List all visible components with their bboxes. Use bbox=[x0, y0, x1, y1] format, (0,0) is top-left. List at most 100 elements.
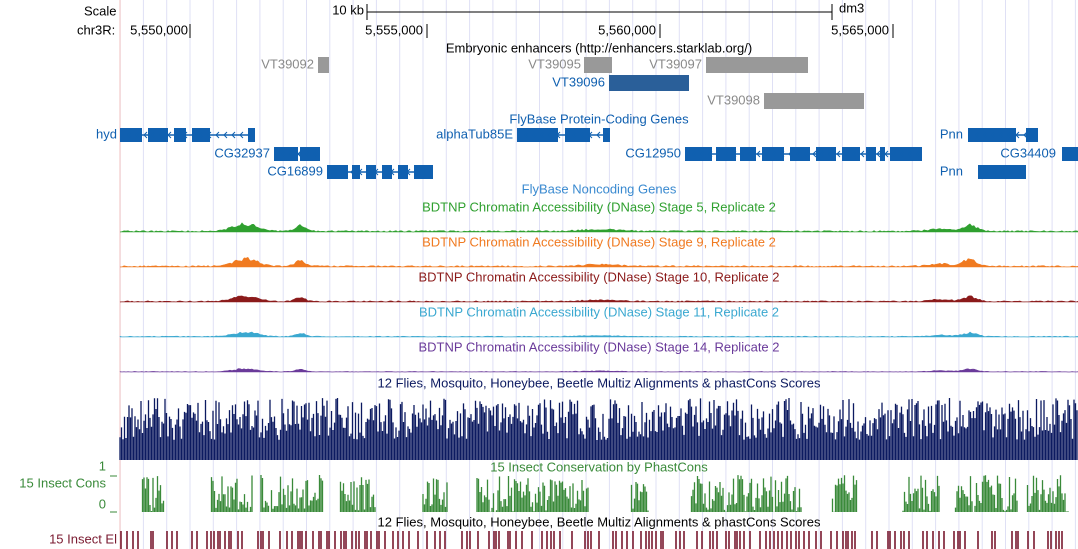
assembly: dm3 bbox=[839, 0, 864, 15]
position-label: 5,555,000 bbox=[365, 22, 423, 37]
exon bbox=[382, 165, 392, 179]
enhancer-label[interactable]: VT39097 bbox=[649, 56, 702, 71]
strand-arrow bbox=[1009, 168, 1014, 176]
exon bbox=[842, 147, 860, 161]
strand-arrow bbox=[342, 168, 347, 176]
exon bbox=[866, 147, 876, 161]
gene-label[interactable]: CG12950 bbox=[625, 145, 681, 160]
strand-arrow bbox=[580, 131, 585, 139]
strand-arrow bbox=[524, 131, 529, 139]
track-title: Embryonic enhancers (http://enhancers.st… bbox=[446, 40, 752, 55]
signal bbox=[119, 368, 1078, 373]
signal bbox=[119, 331, 1078, 338]
signal bbox=[119, 222, 1078, 233]
strand-arrow bbox=[999, 131, 1004, 139]
position-label: 5,560,000 bbox=[598, 22, 656, 37]
strand-arrow bbox=[983, 131, 988, 139]
strand-arrow bbox=[1069, 150, 1074, 158]
strand-arrow bbox=[390, 168, 395, 176]
strand-arrow bbox=[1023, 131, 1028, 139]
exon bbox=[740, 147, 756, 161]
enhancer-label[interactable]: VT39092 bbox=[261, 56, 314, 71]
strand-arrow bbox=[223, 131, 228, 139]
position-label: 5,565,000 bbox=[831, 22, 889, 37]
exon bbox=[248, 128, 255, 142]
strand-arrow bbox=[532, 131, 537, 139]
strand-arrow bbox=[692, 150, 697, 158]
strand-arrow bbox=[796, 150, 801, 158]
gene-label[interactable]: hyd bbox=[96, 126, 117, 141]
exon bbox=[327, 165, 348, 179]
strand-arrow bbox=[836, 150, 841, 158]
strand-arrow bbox=[382, 168, 387, 176]
strand-arrow bbox=[1015, 131, 1020, 139]
strand-arrow bbox=[820, 150, 825, 158]
strand-arrow bbox=[876, 150, 881, 158]
track-title: 12 Flies, Mosquito, Honeybee, Beetle Mul… bbox=[378, 375, 821, 390]
enhancer-label[interactable]: VT39096 bbox=[552, 74, 605, 89]
strand-arrow bbox=[892, 150, 897, 158]
gene-label[interactable]: CG34409 bbox=[1000, 145, 1056, 160]
gene-label[interactable]: Pnn bbox=[940, 163, 963, 178]
track-title: BDTNP Chromatin Accessibility (DNase) St… bbox=[419, 304, 779, 319]
gene-label[interactable]: Pnn bbox=[940, 126, 963, 141]
strand-arrow bbox=[135, 131, 140, 139]
strand-arrow bbox=[281, 150, 286, 158]
track-title: BDTNP Chromatin Accessibility (DNase) St… bbox=[422, 234, 776, 249]
exon bbox=[716, 147, 736, 161]
strand-arrow bbox=[313, 150, 318, 158]
track-title: FlyBase Noncoding Genes bbox=[522, 181, 677, 196]
track-title: BDTNP Chromatin Accessibility (DNase) St… bbox=[422, 199, 776, 214]
exon bbox=[517, 128, 558, 142]
strand-arrow bbox=[764, 150, 769, 158]
multiz-bars bbox=[119, 398, 1078, 460]
exon bbox=[816, 147, 836, 161]
strand-arrow bbox=[975, 131, 980, 139]
strand-arrow bbox=[406, 168, 411, 176]
strand-arrow bbox=[398, 168, 403, 176]
axis-label: 1 bbox=[99, 458, 106, 473]
track-title: BDTNP Chromatin Accessibility (DNase) St… bbox=[418, 269, 779, 284]
strand-arrow bbox=[183, 131, 188, 139]
scale-label: Scale bbox=[84, 3, 117, 18]
enhancer-label[interactable]: VT39095 bbox=[528, 56, 581, 71]
strand-arrow bbox=[724, 150, 729, 158]
enhancer-label[interactable]: VT39098 bbox=[707, 92, 760, 107]
strand-arrow bbox=[1031, 131, 1036, 139]
strand-arrow bbox=[604, 131, 609, 139]
strand-arrow bbox=[289, 150, 294, 158]
track-label[interactable]: 15 Insect El bbox=[49, 531, 117, 546]
track-label[interactable]: 15 Insect Cons bbox=[19, 475, 106, 490]
exon bbox=[174, 128, 186, 142]
strand-arrow bbox=[804, 150, 809, 158]
exon bbox=[352, 165, 360, 179]
strand-arrow bbox=[548, 131, 553, 139]
track-title: 15 Insect Conservation by PhastCons bbox=[490, 459, 708, 474]
gene-label[interactable]: CG16899 bbox=[267, 163, 323, 178]
strand-arrow bbox=[564, 131, 569, 139]
strand-arrow bbox=[374, 168, 379, 176]
strand-arrow bbox=[852, 150, 857, 158]
signal bbox=[119, 256, 1078, 268]
strand-arrow bbox=[700, 150, 705, 158]
strand-arrow bbox=[860, 150, 865, 158]
track-title: 12 Flies, Mosquito, Honeybee, Beetle Mul… bbox=[378, 514, 821, 529]
enhancer bbox=[584, 57, 612, 73]
strand-arrow bbox=[358, 168, 363, 176]
strand-arrow bbox=[828, 150, 833, 158]
exon bbox=[120, 128, 142, 142]
exon bbox=[565, 128, 590, 142]
strand-arrow bbox=[297, 150, 302, 158]
track-title: BDTNP Chromatin Accessibility (DNase) St… bbox=[418, 339, 779, 354]
strand-arrow bbox=[414, 168, 419, 176]
strand-arrow bbox=[884, 150, 889, 158]
strand-arrow bbox=[159, 131, 164, 139]
strand-arrow bbox=[908, 150, 913, 158]
strand-arrow bbox=[175, 131, 180, 139]
strand-arrow bbox=[556, 131, 561, 139]
gene-label[interactable]: CG32937 bbox=[214, 145, 270, 160]
gene-label[interactable]: alphaTub85E bbox=[436, 126, 513, 141]
exon bbox=[274, 147, 298, 161]
strand-arrow bbox=[993, 168, 998, 176]
enhancer bbox=[764, 93, 864, 109]
